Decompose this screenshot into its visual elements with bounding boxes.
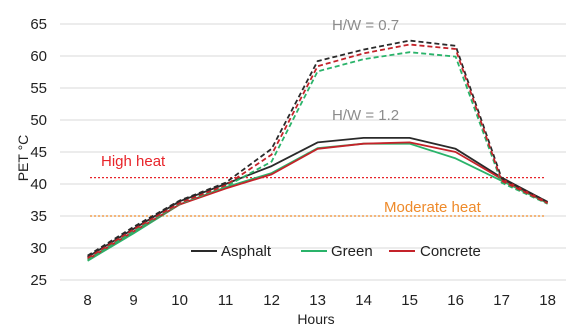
x-tick-label: 15 <box>401 292 418 309</box>
x-tick-label: 11 <box>218 292 234 309</box>
y-tick-label: 40 <box>30 176 47 193</box>
y-tick-label: 65 <box>30 16 47 33</box>
y-tick-label: 55 <box>30 80 47 97</box>
series-line-asphalt-hw-1-2 <box>87 136 549 258</box>
y-tick-label: 60 <box>30 48 47 65</box>
legend-label-asphalt: Asphalt <box>221 243 272 260</box>
legend-label-green: Green <box>331 243 373 260</box>
series-line-green-hw-0-7 <box>87 51 548 261</box>
x-axis-label: Hours <box>297 311 334 327</box>
hw-12-annotation: H/W = 1.2 <box>332 107 399 124</box>
high-heat-label: High heat <box>101 153 166 170</box>
x-tick-label: 8 <box>83 292 91 309</box>
x-tick-label: 17 <box>493 292 510 309</box>
series-line-asphalt-hw-0-7 <box>87 39 549 257</box>
hw-07-annotation: H/W = 0.7 <box>332 17 399 34</box>
series-line-concrete-hw-0-7 <box>87 43 548 259</box>
y-tick-label: 45 <box>30 144 47 161</box>
y-tick-label: 25 <box>30 272 47 289</box>
y-tick-label: 50 <box>30 112 47 129</box>
series-lines <box>87 39 549 262</box>
y-tick-label: 35 <box>30 208 47 225</box>
x-tick-label: 9 <box>129 292 137 309</box>
x-tick-label: 12 <box>263 292 280 309</box>
legend: Asphalt Green Concrete <box>191 243 481 260</box>
x-tick-label: 16 <box>447 292 464 309</box>
moderate-heat-label: Moderate heat <box>384 199 482 216</box>
legend-label-concrete: Concrete <box>420 243 481 260</box>
x-tick-label: 14 <box>355 292 372 309</box>
tick-labels: 25 30 35 40 45 50 55 60 65 8 9 10 11 12 13 14 15 16 17 18 <box>30 16 556 309</box>
x-tick-label: 10 <box>171 292 188 309</box>
y-tick-label: 30 <box>30 240 47 257</box>
x-tick-label: 13 <box>309 292 326 309</box>
x-tick-label: 18 <box>539 292 556 309</box>
y-axis-label: PET °C <box>15 135 31 182</box>
